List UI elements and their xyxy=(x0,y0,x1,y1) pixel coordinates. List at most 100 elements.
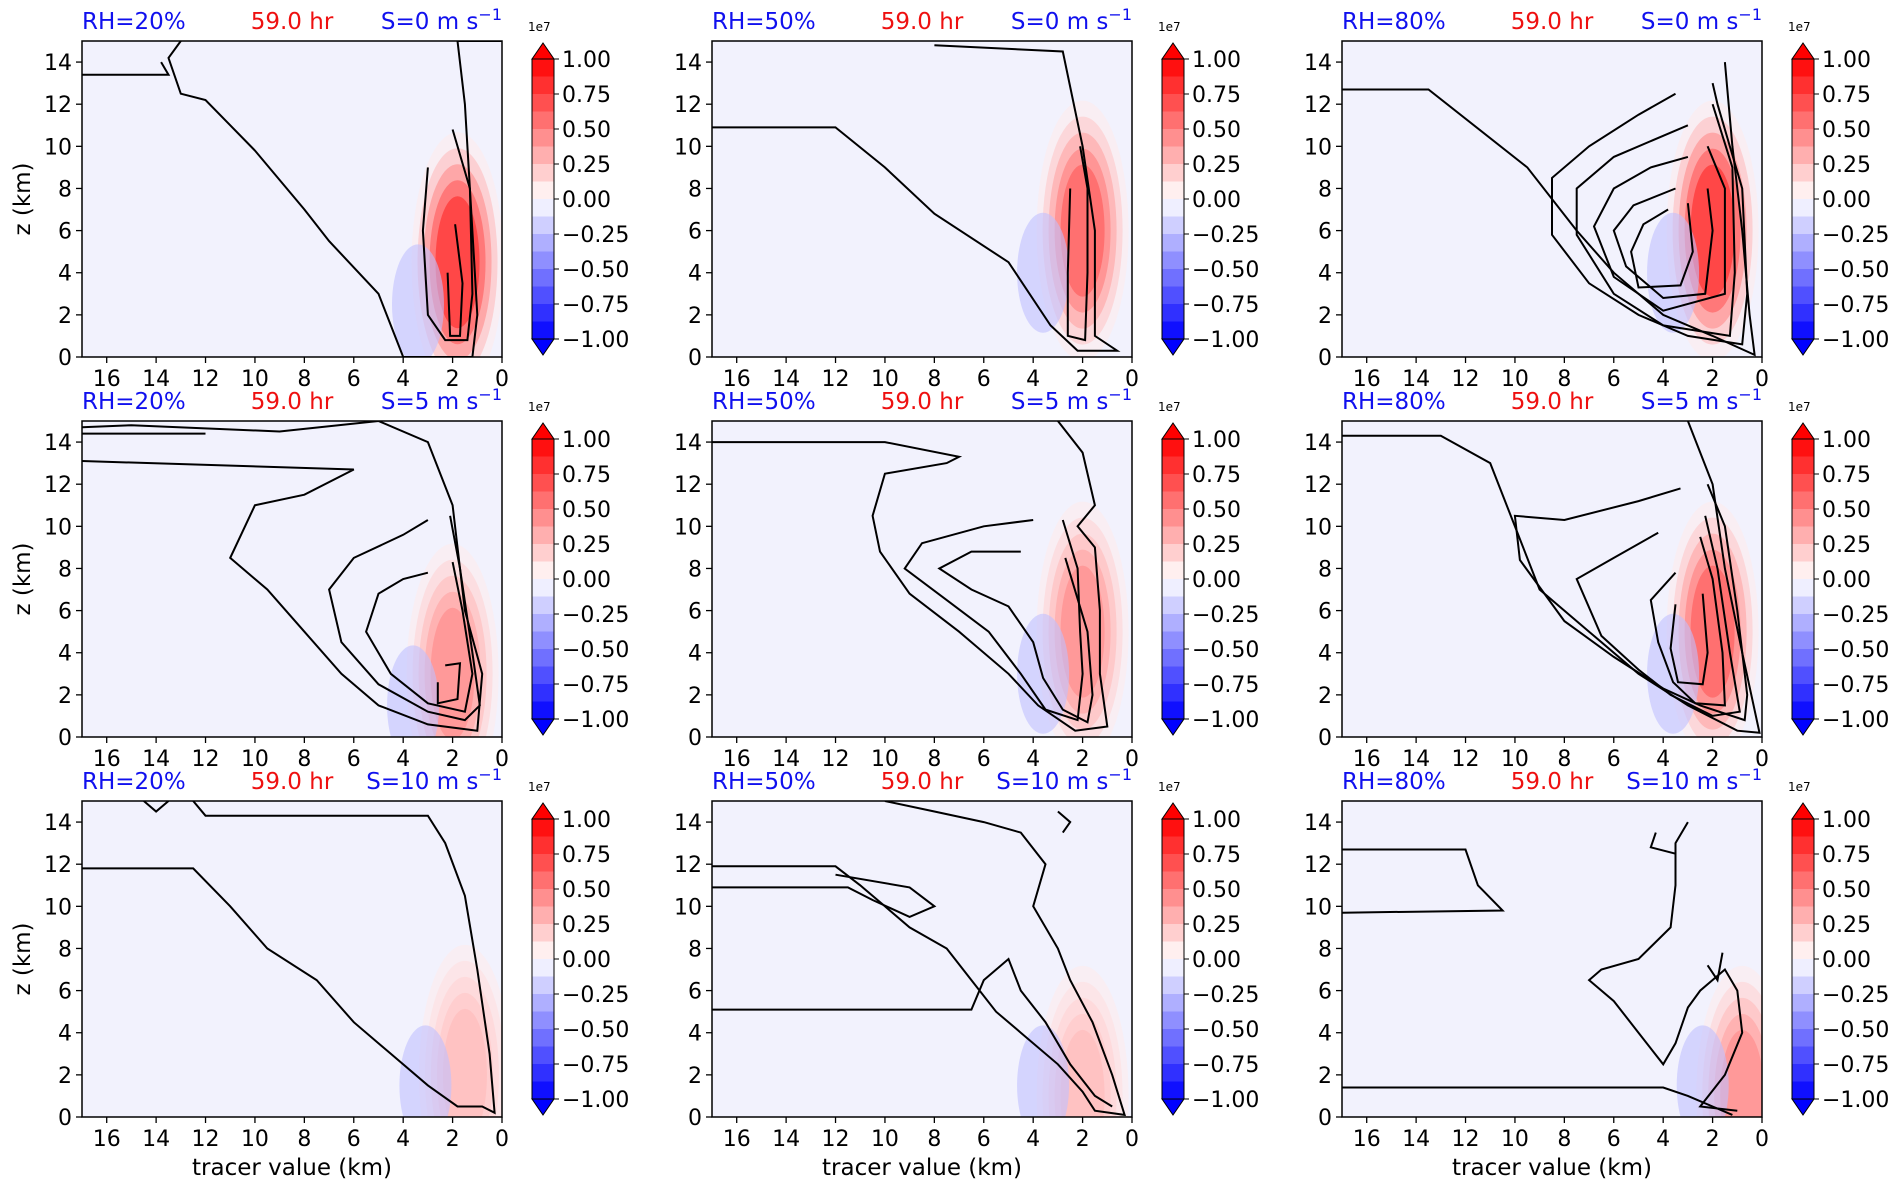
negative-field-cell xyxy=(387,645,440,737)
x-tick-label: 0 xyxy=(1125,747,1139,772)
y-tick-label: 0 xyxy=(688,726,702,751)
colorbar-extend-max xyxy=(1791,42,1815,60)
x-tick-label: 12 xyxy=(192,747,220,772)
colorbar-level xyxy=(532,164,554,182)
colorbar-level xyxy=(1792,1029,1814,1047)
colorbar-extend-max xyxy=(1161,422,1185,440)
colorbar-level xyxy=(1792,129,1814,147)
colorbar-tick-label: −1.00 xyxy=(1192,1088,1259,1113)
positive-field-cell xyxy=(1060,164,1105,297)
colorbar-level xyxy=(532,509,554,527)
x-tick-label: 0 xyxy=(1125,1127,1139,1152)
x-tick-label: 10 xyxy=(1501,367,1529,392)
colorbar-level xyxy=(1162,701,1184,720)
colorbar-level xyxy=(532,959,554,977)
colorbar-exponent: 1e7 xyxy=(1788,780,1811,794)
contour-line xyxy=(1057,810,1072,834)
colorbar-tick-label: −0.50 xyxy=(562,258,629,283)
colorbar-level xyxy=(1792,614,1814,632)
contour-line xyxy=(1587,821,1744,1112)
colorbar-tick-label: −0.75 xyxy=(1822,1053,1889,1078)
colorbar-level xyxy=(1162,129,1184,147)
colorbar-extend-min xyxy=(1161,338,1185,356)
colorbar: 1.00 0.75 0.50 0.25 0.00 −0.25 −0.50 −0.75 −1.00… xyxy=(528,20,629,356)
colorbar-level xyxy=(1162,1081,1184,1100)
colorbar-tick-label: −0.75 xyxy=(1192,293,1259,318)
colorbar-tick-label: 0.00 xyxy=(1192,568,1241,593)
y-tick-label: 4 xyxy=(58,1022,72,1047)
x-tick-label: 16 xyxy=(1353,367,1381,392)
title-shear: S=10 m s−1 xyxy=(996,765,1132,795)
colorbar-level xyxy=(532,889,554,907)
panel-6: 16 14 12 10 8 6 4 2 0 0 2 4 6 8 10 12 14 RH=80% 59.0 hr S=5… xyxy=(1304,385,1889,772)
colorbar-level xyxy=(1162,941,1184,960)
colorbar-tick-label: 0.25 xyxy=(1822,533,1871,558)
x-tick-label: 0 xyxy=(1755,367,1769,392)
colorbar-level xyxy=(532,129,554,147)
y-tick-label: 14 xyxy=(1304,51,1332,76)
x-tick-label: 12 xyxy=(192,1127,220,1152)
colorbar-level xyxy=(1162,76,1184,95)
colorbar-level xyxy=(1162,1011,1184,1030)
y-tick-label: 10 xyxy=(674,515,702,540)
y-tick-label: 8 xyxy=(58,177,72,202)
y-tick-label: 6 xyxy=(1318,220,1332,245)
colorbar-tick-label: 0.50 xyxy=(562,118,611,143)
title-shear-exponent: −1 xyxy=(478,5,502,24)
axes-frame xyxy=(711,420,1133,738)
negative-field-cell xyxy=(1017,613,1070,734)
colorbar-level xyxy=(1162,234,1184,252)
field-layer xyxy=(399,944,502,1117)
x-tick-label: 10 xyxy=(241,747,269,772)
contour-line xyxy=(446,224,464,337)
x-tick-label: 10 xyxy=(241,1127,269,1152)
contour-line xyxy=(167,41,502,357)
y-tick-label: 10 xyxy=(1304,895,1332,920)
contour-line xyxy=(1649,832,1676,855)
colorbar-level xyxy=(1792,251,1814,270)
title-shear-text: S=5 m s xyxy=(381,389,479,415)
colorbar-level xyxy=(532,1029,554,1047)
colorbar-level xyxy=(1792,164,1814,182)
colorbar-tick-label: 0.00 xyxy=(1822,948,1871,973)
title-rh: RH=80% xyxy=(1342,9,1446,35)
colorbar-level xyxy=(1792,666,1814,685)
contour-layer xyxy=(82,421,484,732)
y-tick-label: 12 xyxy=(674,853,702,878)
y-tick-label: 4 xyxy=(1318,1022,1332,1047)
colorbar-tick-label: 1.00 xyxy=(562,48,611,73)
contour-line xyxy=(82,801,496,1115)
colorbar-exponent: 1e7 xyxy=(528,400,551,414)
axes-frame xyxy=(711,800,1133,1118)
x-tick-label: 4 xyxy=(1026,747,1040,772)
colorbar-tick-label: −0.50 xyxy=(1822,1018,1889,1043)
colorbar-level xyxy=(1162,286,1184,305)
x-tick-label: 6 xyxy=(977,1127,991,1152)
axes-frame xyxy=(81,800,503,1118)
colorbar-exponent: 1e7 xyxy=(1158,400,1181,414)
colorbar-level xyxy=(1162,544,1184,562)
x-tick-label: 8 xyxy=(1557,1127,1571,1152)
colorbar-level xyxy=(1792,474,1814,492)
x-tick-label: 4 xyxy=(1026,367,1040,392)
colorbar: 1.00 0.75 0.50 0.25 0.00 −0.25 −0.50 −0.75 −1.00… xyxy=(1788,20,1889,356)
colorbar-level xyxy=(1162,614,1184,632)
colorbar-level xyxy=(1792,544,1814,562)
title-shear-text: S=10 m s xyxy=(366,769,478,795)
colorbar-tick-label: 0.25 xyxy=(1192,533,1241,558)
colorbar: 1.00 0.75 0.50 0.25 0.00 −0.25 −0.50 −0.75 −1.00… xyxy=(1158,400,1259,736)
colorbar-level xyxy=(1792,146,1814,165)
y-tick-label: 6 xyxy=(688,600,702,625)
contour-line xyxy=(903,519,1084,722)
colorbar-level xyxy=(532,684,554,702)
y-axis-label: z (km) xyxy=(10,922,36,995)
x-tick-label: 12 xyxy=(822,367,850,392)
y-tick-label: 10 xyxy=(1304,515,1332,540)
x-tick-label: 16 xyxy=(723,747,751,772)
positive-field-cell xyxy=(435,196,480,329)
colorbar-tick-label: 0.00 xyxy=(562,188,611,213)
y-tick-label: 10 xyxy=(44,515,72,540)
colorbar-level xyxy=(532,854,554,872)
x-tick-label: 0 xyxy=(495,367,509,392)
colorbar-level xyxy=(1162,561,1184,580)
